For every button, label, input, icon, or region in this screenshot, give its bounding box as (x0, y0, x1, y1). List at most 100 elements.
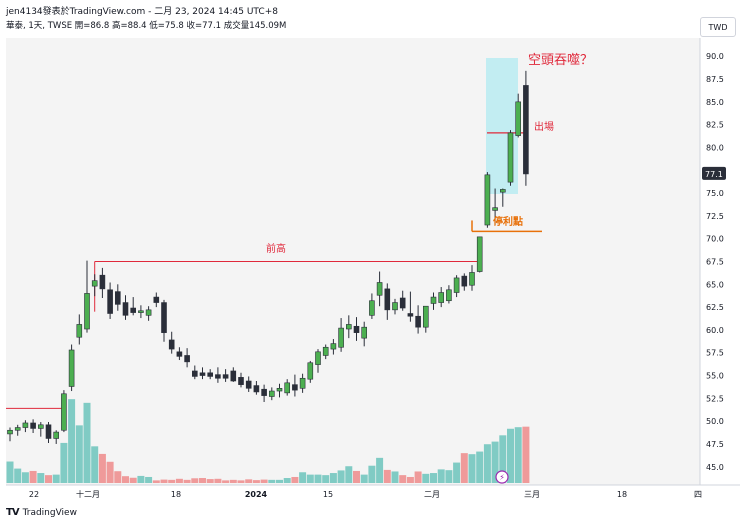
volume-bar (98, 453, 106, 483)
price-tick-label: 72.5 (706, 212, 724, 221)
candle-body (61, 393, 67, 431)
price-tick-label: 85.0 (706, 98, 724, 107)
candle-body (392, 302, 398, 311)
volume-bar (114, 471, 122, 483)
volume-bar (183, 479, 191, 483)
volume-bar (422, 473, 430, 483)
volume-bar (391, 471, 399, 483)
candle-body (453, 277, 460, 293)
volume-bar (414, 471, 422, 483)
time-tick-label: 二月 (424, 490, 440, 499)
candle-body (122, 302, 129, 316)
volume-bar (329, 473, 337, 483)
volume-bar (137, 475, 145, 483)
candle-body (14, 427, 21, 431)
candle-body (499, 189, 506, 193)
candle-body (261, 388, 267, 396)
volume-bar (491, 441, 499, 483)
volume-bar (445, 470, 453, 483)
volume-bar (75, 425, 83, 483)
candle-body (292, 384, 298, 391)
candle-body (115, 291, 121, 305)
candle-body (176, 351, 183, 357)
candle-body (315, 351, 321, 365)
volume-bar (337, 470, 345, 483)
volume-bar (222, 480, 230, 483)
candle-body (415, 315, 421, 328)
candle-body (369, 300, 375, 316)
price-tick-label: 52.5 (706, 394, 724, 403)
candle-body (446, 289, 452, 302)
price-tick-label: 55.0 (706, 372, 724, 381)
volume-bar (106, 461, 114, 483)
candle-body (238, 377, 244, 385)
volume-bar (268, 479, 276, 483)
volume-bar (214, 478, 222, 483)
volume-bar (152, 480, 160, 483)
volume-bar (283, 478, 291, 483)
brand-label: TradingView (22, 507, 77, 518)
volume-bar (383, 469, 391, 483)
candle-body (353, 325, 360, 333)
candle-body (245, 380, 252, 389)
exit-annotation: 出場 (534, 120, 554, 133)
volume-bar (6, 461, 14, 483)
candle-body (168, 339, 175, 350)
candle-body (145, 309, 152, 316)
volume-bar (322, 475, 330, 483)
volume-bar (499, 435, 507, 483)
candle-body (376, 282, 383, 296)
time-tick-label: 四 (694, 490, 702, 499)
candle-body (469, 272, 475, 286)
candle-body (53, 431, 60, 439)
volume-bar (299, 472, 307, 483)
time-tick-label: 15 (323, 490, 333, 499)
volume-bar (399, 475, 407, 483)
currency-button[interactable]: TWD (700, 17, 736, 37)
price-tick-label: 47.5 (706, 440, 724, 449)
candle-body (84, 293, 90, 330)
candle-body (492, 207, 498, 211)
volume-bar (345, 466, 353, 483)
volume-bar (29, 470, 37, 483)
volume-bar (129, 477, 137, 483)
candle-body (399, 297, 406, 309)
candle-body (523, 85, 529, 175)
time-tick-label: 十二月 (76, 489, 100, 499)
volume-bar (68, 399, 76, 483)
candle-body (276, 388, 283, 392)
volume-bar (21, 472, 29, 483)
candle-body (99, 274, 106, 290)
candle-body (299, 377, 306, 389)
candle-body (430, 296, 437, 304)
volume-bar (91, 446, 99, 483)
volume-bar (314, 474, 322, 483)
time-tick-label: 三月 (524, 490, 540, 499)
volume-bar (145, 476, 153, 483)
candle-body (345, 324, 352, 330)
volume-bar (483, 444, 491, 483)
price-tick-label: 87.5 (706, 75, 724, 84)
volume-bar (60, 442, 68, 483)
candle-body (91, 280, 98, 287)
volume-bar (229, 479, 237, 483)
candle-body (199, 372, 206, 376)
candle-body (422, 305, 429, 328)
volume-bar (45, 475, 52, 483)
volume-bar (168, 479, 176, 483)
candle-body (330, 343, 337, 350)
volume-bar (237, 480, 245, 483)
event-marker-icon (495, 470, 509, 484)
take-profit-annotation: 停利點 (493, 215, 523, 228)
volume-bar (160, 479, 168, 483)
last-price-badge (702, 166, 726, 180)
volume-bar (406, 476, 414, 483)
price-tick-label: 75.0 (706, 189, 724, 198)
candle-body (76, 324, 83, 338)
candle-body (384, 288, 391, 311)
volume-bar (245, 479, 253, 483)
volume-bar (122, 476, 129, 483)
volume-bar (468, 454, 476, 483)
candle-body (222, 374, 229, 379)
